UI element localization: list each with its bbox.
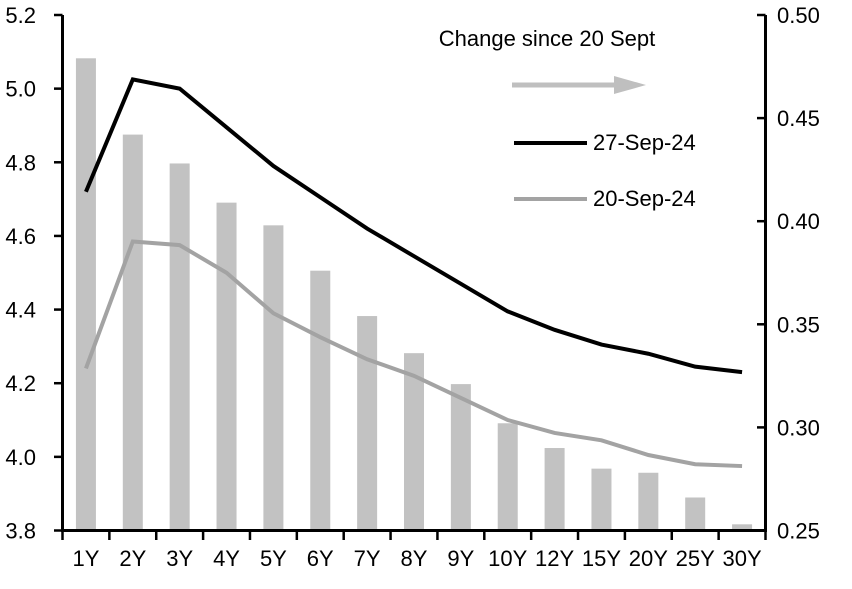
bar-change-2Y <box>122 134 143 531</box>
bar-change-15Y <box>591 468 612 531</box>
left-axis-tick-label: 3.8 <box>5 519 36 544</box>
x-axis-tick-label: 10Y <box>488 546 527 571</box>
x-axis-tick-label: 15Y <box>582 546 621 571</box>
left-axis-tick-label: 4.2 <box>5 371 36 396</box>
legend-label-20sep: 20-Sep-24 <box>593 186 696 211</box>
x-axis-tick-label: 30Y <box>722 546 761 571</box>
bar-change-30Y <box>732 524 753 531</box>
x-axis-tick-label: 20Y <box>629 546 668 571</box>
x-axis-tick-label: 5Y <box>260 546 287 571</box>
left-axis-tick-label: 4.8 <box>5 150 36 175</box>
right-axis-tick-label: 0.50 <box>777 3 820 28</box>
bar-change-1Y <box>75 58 96 531</box>
left-axis-tick-label: 4.0 <box>5 445 36 470</box>
x-axis-tick-label: 12Y <box>535 546 574 571</box>
bar-change-7Y <box>357 316 378 531</box>
right-axis-tick-label: 0.45 <box>777 106 820 131</box>
bar-change-5Y <box>263 225 284 531</box>
left-axis-tick-label: 5.2 <box>5 3 36 28</box>
x-axis-tick-label: 1Y <box>72 546 99 571</box>
change-arrow-icon <box>512 76 646 94</box>
left-axis-tick-label: 4.6 <box>5 224 36 249</box>
x-axis-tick-label: 6Y <box>307 546 334 571</box>
line-20-sep-24 <box>84 239 743 469</box>
x-axis-tick-label: 7Y <box>354 546 381 571</box>
bar-change-25Y <box>685 497 706 531</box>
bar-change-10Y <box>497 423 518 531</box>
legend-entry-27sep: 27-Sep-24 <box>514 129 696 157</box>
bar-change-4Y <box>216 202 237 531</box>
x-axis-tick-label: 4Y <box>213 546 240 571</box>
bar-change-3Y <box>169 163 190 531</box>
right-axis-tick-label: 0.35 <box>777 312 820 337</box>
x-axis-tick-label: 8Y <box>401 546 428 571</box>
line-27-sep-24 <box>84 77 743 375</box>
legend-swatch-20sep <box>514 197 587 201</box>
bar-change-9Y <box>450 384 471 531</box>
bar-change-12Y <box>544 448 565 531</box>
right-axis-tick-label: 0.40 <box>777 209 820 234</box>
x-axis-tick-label: 25Y <box>676 546 715 571</box>
bar-change-20Y <box>638 472 659 531</box>
legend-label-27sep: 27-Sep-24 <box>593 130 696 155</box>
bar-change-6Y <box>310 270 331 531</box>
bar-change-8Y <box>404 353 424 531</box>
left-axis-tick-label: 5.0 <box>5 77 36 102</box>
legend-title: Change since 20 Sept <box>438 26 656 51</box>
right-axis-tick-label: 0.25 <box>777 519 820 544</box>
right-axis-tick-label: 0.30 <box>777 415 820 440</box>
legend-swatch-27sep <box>514 141 587 145</box>
legend-entry-20sep: 20-Sep-24 <box>514 185 696 213</box>
left-axis-tick-label: 4.4 <box>5 298 36 323</box>
x-axis-tick-label: 3Y <box>166 546 193 571</box>
x-axis-tick-label: 9Y <box>447 546 474 571</box>
x-axis-tick-label: 2Y <box>119 546 146 571</box>
